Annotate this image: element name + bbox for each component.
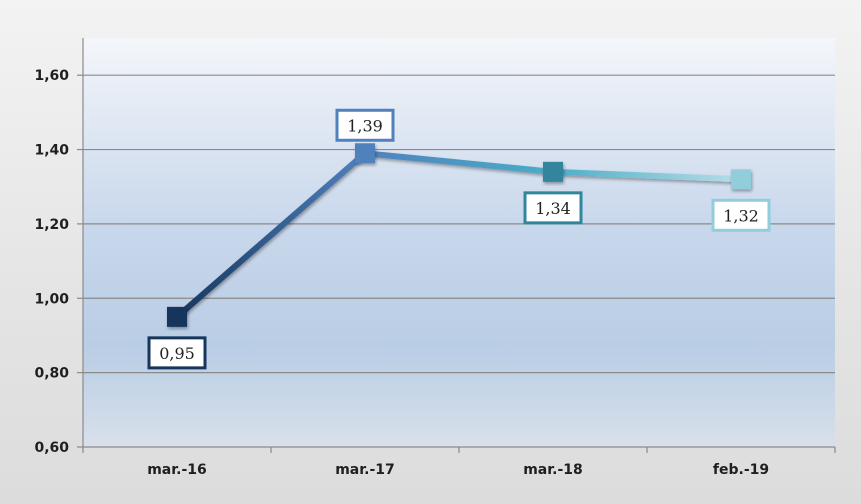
series-line-path <box>174 150 744 320</box>
data-label: 0,95 <box>147 336 207 370</box>
x-tick-label: mar.-17 <box>335 462 395 478</box>
data-point <box>167 306 187 327</box>
y-tick-label: 0,80 <box>34 366 69 382</box>
y-axis-ticks: 0,60 0,80 1,00 1,20 1,40 1,60 <box>34 68 83 456</box>
data-label-box <box>523 191 583 225</box>
data-label: 1,34 <box>523 191 583 225</box>
gridlines <box>83 74 835 374</box>
y-tick-label: 1,20 <box>34 217 69 233</box>
y-tick-label: 1,40 <box>34 143 69 159</box>
y-tick-label: 1,60 <box>34 68 69 84</box>
x-tick-label: mar.-18 <box>523 462 583 478</box>
data-label-text: 0,95 <box>159 344 195 363</box>
x-axis-ticks: mar.-16 mar.-17 mar.-18 feb.-19 <box>82 447 836 478</box>
data-point <box>731 169 751 190</box>
data-labels: 0,95 1,39 1,34 1,32 <box>147 108 771 370</box>
x-tick-label: feb.-19 <box>713 462 769 478</box>
data-label-text: 1,39 <box>347 116 383 135</box>
data-label-text: 1,32 <box>723 206 759 225</box>
x-tick-label: mar.-16 <box>147 462 207 478</box>
data-point <box>355 143 375 164</box>
data-label-box <box>147 336 207 370</box>
data-label: 1,32 <box>711 198 771 232</box>
data-label-box <box>711 198 771 232</box>
data-label: 1,39 <box>335 108 395 142</box>
data-points <box>167 143 751 327</box>
y-tick-label: 1,00 <box>34 291 69 307</box>
data-point <box>543 161 563 182</box>
series-line <box>174 150 744 320</box>
data-label-text: 1,34 <box>535 199 571 218</box>
y-tick-label: 0,60 <box>34 440 69 456</box>
data-label-box <box>335 108 395 142</box>
plot-area <box>83 38 835 447</box>
